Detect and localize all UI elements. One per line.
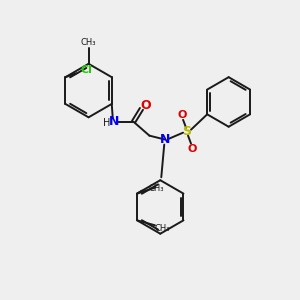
Text: CH₃: CH₃	[154, 224, 170, 233]
Text: CH₃: CH₃	[148, 184, 164, 193]
Text: O: O	[187, 143, 197, 154]
Text: N: N	[109, 115, 119, 128]
Text: Cl: Cl	[80, 65, 92, 75]
Text: S: S	[182, 125, 191, 138]
Text: O: O	[177, 110, 187, 120]
Text: CH₃: CH₃	[81, 38, 96, 47]
Text: N: N	[160, 133, 170, 146]
Text: H: H	[103, 118, 110, 128]
Text: O: O	[140, 99, 151, 112]
